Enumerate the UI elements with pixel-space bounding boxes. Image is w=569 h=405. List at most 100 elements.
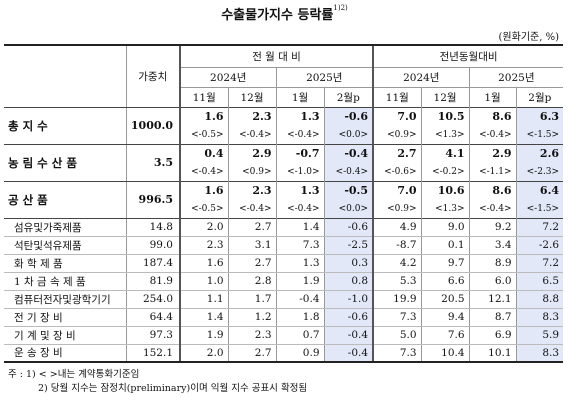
row-label: 기 계 및 장 비 — [4, 326, 126, 345]
cell-contract-value: <-2.3> — [515, 163, 564, 181]
row-weight: 254.0 — [125, 290, 180, 309]
cell-value: 0.1 — [420, 236, 470, 255]
cell-value: 2.8 — [227, 272, 276, 291]
footnote-2: 2) 당월 지수는 잠정치(preliminary)이며 익월 지수 공표시 확… — [38, 383, 308, 394]
cell-contract-value: <-0.4> — [179, 163, 228, 181]
cell-value: 2.7 — [227, 254, 276, 273]
cell-value: 1.6 — [179, 181, 228, 200]
table-row-agri: 농 림 수 산 품 3.5 0.4 2.9 -0.7 -0.4 2.7 4.1 … — [4, 144, 564, 182]
header-yoy: 전년동월대비 — [372, 44, 564, 68]
cell-value: 7.2 — [515, 218, 564, 237]
cell-value: 8.3 — [515, 344, 564, 363]
cell-contract-value: <-0.2> — [420, 163, 470, 181]
cell-value: 7.3 — [372, 344, 422, 363]
header-mom: 전 월 대 비 — [178, 44, 374, 68]
header-month: 1월 — [275, 87, 324, 107]
header-month: 1월 — [468, 87, 517, 107]
header-row-3: 11월 12월 1월 2월p 11월 12월 1월 2월p — [4, 87, 564, 107]
row-weight: 81.9 — [125, 272, 180, 291]
cell-contract-value: <0.9> — [227, 163, 276, 181]
cell-value: 1.3 — [275, 181, 324, 200]
cell-value: 10.4 — [420, 344, 470, 363]
row-weight: 996.5 — [125, 181, 180, 219]
cell-value: 5.0 — [372, 326, 422, 345]
cell-value: 1.6 — [179, 107, 228, 126]
cell-contract-value: <-0.4> — [468, 200, 517, 218]
cell-value: 1.3 — [275, 254, 324, 273]
table-row: 섬유및가죽제품 14.8 2.0 2.7 1.4 -0.6 4.9 9.0 9.2 7.2 — [4, 218, 564, 237]
cell-value: -0.5 — [323, 181, 374, 200]
cell-contract-value: <-0.5> — [179, 200, 228, 218]
row-label: 1 차 금 속 제 품 — [4, 272, 126, 291]
header-month: 11월 — [179, 87, 228, 107]
cell-value: 9.7 — [420, 254, 470, 273]
cell-value: 8.8 — [515, 290, 564, 309]
cell-value: 2.9 — [468, 144, 517, 163]
row-weight: 3.5 — [125, 144, 180, 182]
row-label: 운 송 장 비 — [4, 344, 126, 363]
cell-contract-value: <-1.1> — [468, 163, 517, 181]
cell-value: 10.1 — [468, 344, 517, 363]
cell-value: 2.7 — [227, 344, 276, 363]
cell-value: 1.0 — [179, 272, 228, 291]
header-month-highlight: 2월p — [323, 87, 374, 107]
title-footnote-marker: 1)2) — [333, 4, 348, 12]
cell-value: 5.3 — [372, 272, 422, 291]
header-yoy-2024: 2024년 — [372, 67, 470, 88]
cell-value: -0.4 — [323, 344, 374, 363]
cell-value: 2.3 — [227, 107, 276, 126]
cell-contract-value: <1.3> — [420, 126, 470, 144]
header-weight: 가중치 — [125, 44, 180, 108]
row-label: 화 학 제 품 — [4, 254, 126, 273]
cell-value: 2.3 — [227, 181, 276, 200]
cell-value: 8.6 — [468, 181, 517, 200]
cell-value: -0.7 — [275, 144, 324, 163]
cell-value: 2.9 — [227, 144, 276, 163]
item-rows: 섬유및가죽제품 14.8 2.0 2.7 1.4 -0.6 4.9 9.0 9.2 7.2 석탄및석… — [4, 218, 564, 363]
cell-value: 1.4 — [275, 218, 324, 237]
cell-value: 1.9 — [275, 272, 324, 291]
cell-value: -0.4 — [323, 144, 374, 163]
cell-value: 9.0 — [420, 218, 470, 237]
cell-value: 2.3 — [227, 326, 276, 345]
price-index-table: 가중치 전 월 대 비 전년동월대비 2024년 2025년 2024년 202… — [4, 44, 564, 363]
cell-value: 6.0 — [468, 272, 517, 291]
cell-value: 7.3 — [275, 236, 324, 255]
cell-value: 4.1 — [420, 144, 470, 163]
cell-value: 2.7 — [372, 144, 422, 163]
cell-value: 12.1 — [468, 290, 517, 309]
table-row-industrial-contract: <-0.5> <-0.4> <-0.4> <0.0> <0.9> <1.3> <… — [4, 200, 564, 218]
row-weight: 152.1 — [125, 344, 180, 363]
table-row-total-contract: <-0.5> <-0.4> <-0.4> <0.0> <0.9> <1.3> <… — [4, 126, 564, 144]
header-month: 12월 — [227, 87, 276, 107]
cell-value: -1.0 — [323, 290, 374, 309]
header-month-highlight: 2월p — [515, 87, 564, 107]
cell-value: 4.9 — [372, 218, 422, 237]
footnote-1: 주 : 1) < >내는 계약통화기준임 — [8, 369, 140, 380]
cell-value: -0.6 — [323, 218, 374, 237]
cell-value: 1.4 — [179, 308, 228, 327]
cell-value: 2.3 — [179, 236, 228, 255]
cell-value: 1.7 — [227, 290, 276, 309]
cell-value: -0.6 — [323, 107, 374, 126]
cell-value: -8.7 — [372, 236, 422, 255]
row-weight: 97.3 — [125, 326, 180, 345]
table-row: 화 학 제 품 187.4 1.6 2.7 1.3 0.3 4.2 9.7 8.9 7.2 — [4, 254, 564, 273]
cell-contract-value: <-0.4> — [227, 200, 276, 218]
cell-value: 0.4 — [179, 144, 228, 163]
cell-value: 8.9 — [468, 254, 517, 273]
cell-value: 7.6 — [420, 326, 470, 345]
cell-contract-value: <-0.4> — [275, 126, 324, 144]
cell-contract-value: <-0.6> — [372, 163, 422, 181]
cell-value: 9.2 — [468, 218, 517, 237]
cell-contract-value: <0.9> — [372, 200, 422, 218]
header-row-2: 2024년 2025년 2024년 2025년 — [4, 67, 564, 88]
header-category — [4, 44, 126, 108]
cell-value: 0.3 — [323, 254, 374, 273]
cell-value: -0.4 — [275, 290, 324, 309]
cell-value: 2.6 — [515, 144, 564, 163]
row-label: 섬유및가죽제품 — [4, 218, 126, 237]
cell-contract-value: <0.0> — [323, 126, 374, 144]
cell-value: 7.0 — [372, 181, 422, 200]
row-label: 총 지 수 — [4, 107, 126, 145]
